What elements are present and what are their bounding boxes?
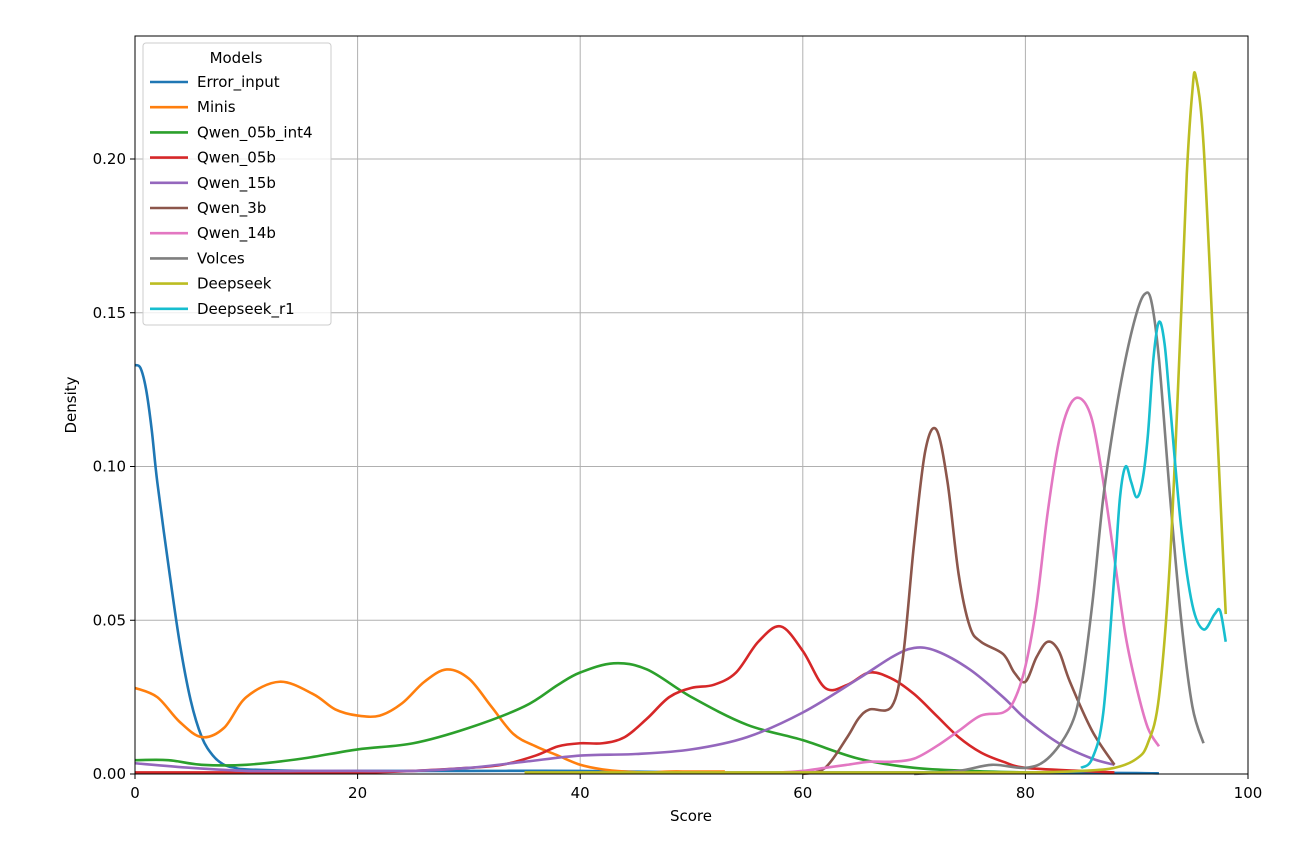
x-tick-label: 40 [571, 784, 590, 802]
series-line-deepseek [524, 71, 1228, 774]
y-tick-label: 0.15 [93, 304, 126, 322]
y-axis-title: Density [62, 376, 80, 433]
x-tick-label: 60 [793, 784, 812, 802]
x-tick-label: 0 [130, 784, 140, 802]
legend-label: Deepseek_r1 [197, 300, 295, 319]
legend-label: Deepseek [197, 275, 272, 293]
y-tick-label: 0.05 [93, 611, 126, 629]
legend-label: Error_input [197, 73, 280, 92]
legend-label: Qwen_05b [197, 149, 276, 168]
y-axis-ticks: 0.00 0.05 0.10 0.15 0.20 [93, 150, 135, 783]
legend-title: Models [210, 49, 263, 67]
y-tick-label: 0.10 [93, 458, 126, 476]
plot-area-frame [134, 35, 1249, 775]
legend-box [142, 42, 332, 326]
x-tick-label: 20 [348, 784, 367, 802]
series-lines [134, 71, 1228, 776]
x-axis-ticks: 0 20 40 60 80 100 [130, 774, 1262, 802]
x-tick-label: 100 [1234, 784, 1263, 802]
series-line-qwen-15b [134, 646, 1115, 773]
series-line-volces [914, 291, 1205, 776]
y-tick-label: 0.20 [93, 150, 126, 168]
legend-label: Qwen_14b [197, 224, 276, 243]
legend-label: Qwen_15b [197, 174, 276, 193]
legend-label: Qwen_3b [197, 199, 266, 218]
legend-label: Qwen_05b_int4 [197, 123, 313, 142]
series-line-qwen-3b [802, 426, 1116, 776]
x-tick-label: 80 [1016, 784, 1035, 802]
series-line-qwen-05b-int4 [134, 661, 1026, 774]
legend-label: Minis [197, 98, 236, 116]
legend-label: Volces [197, 249, 245, 267]
y-tick-label: 0.00 [93, 765, 126, 783]
series-line-deepseek-r1 [1080, 320, 1228, 769]
x-axis-title: Score [670, 807, 712, 825]
series-line-minis [134, 668, 725, 774]
legend: Models Error_input Minis Qwen_05b_int4 Qwen_… [142, 42, 332, 326]
series-line-qwen-05b [135, 625, 1115, 774]
